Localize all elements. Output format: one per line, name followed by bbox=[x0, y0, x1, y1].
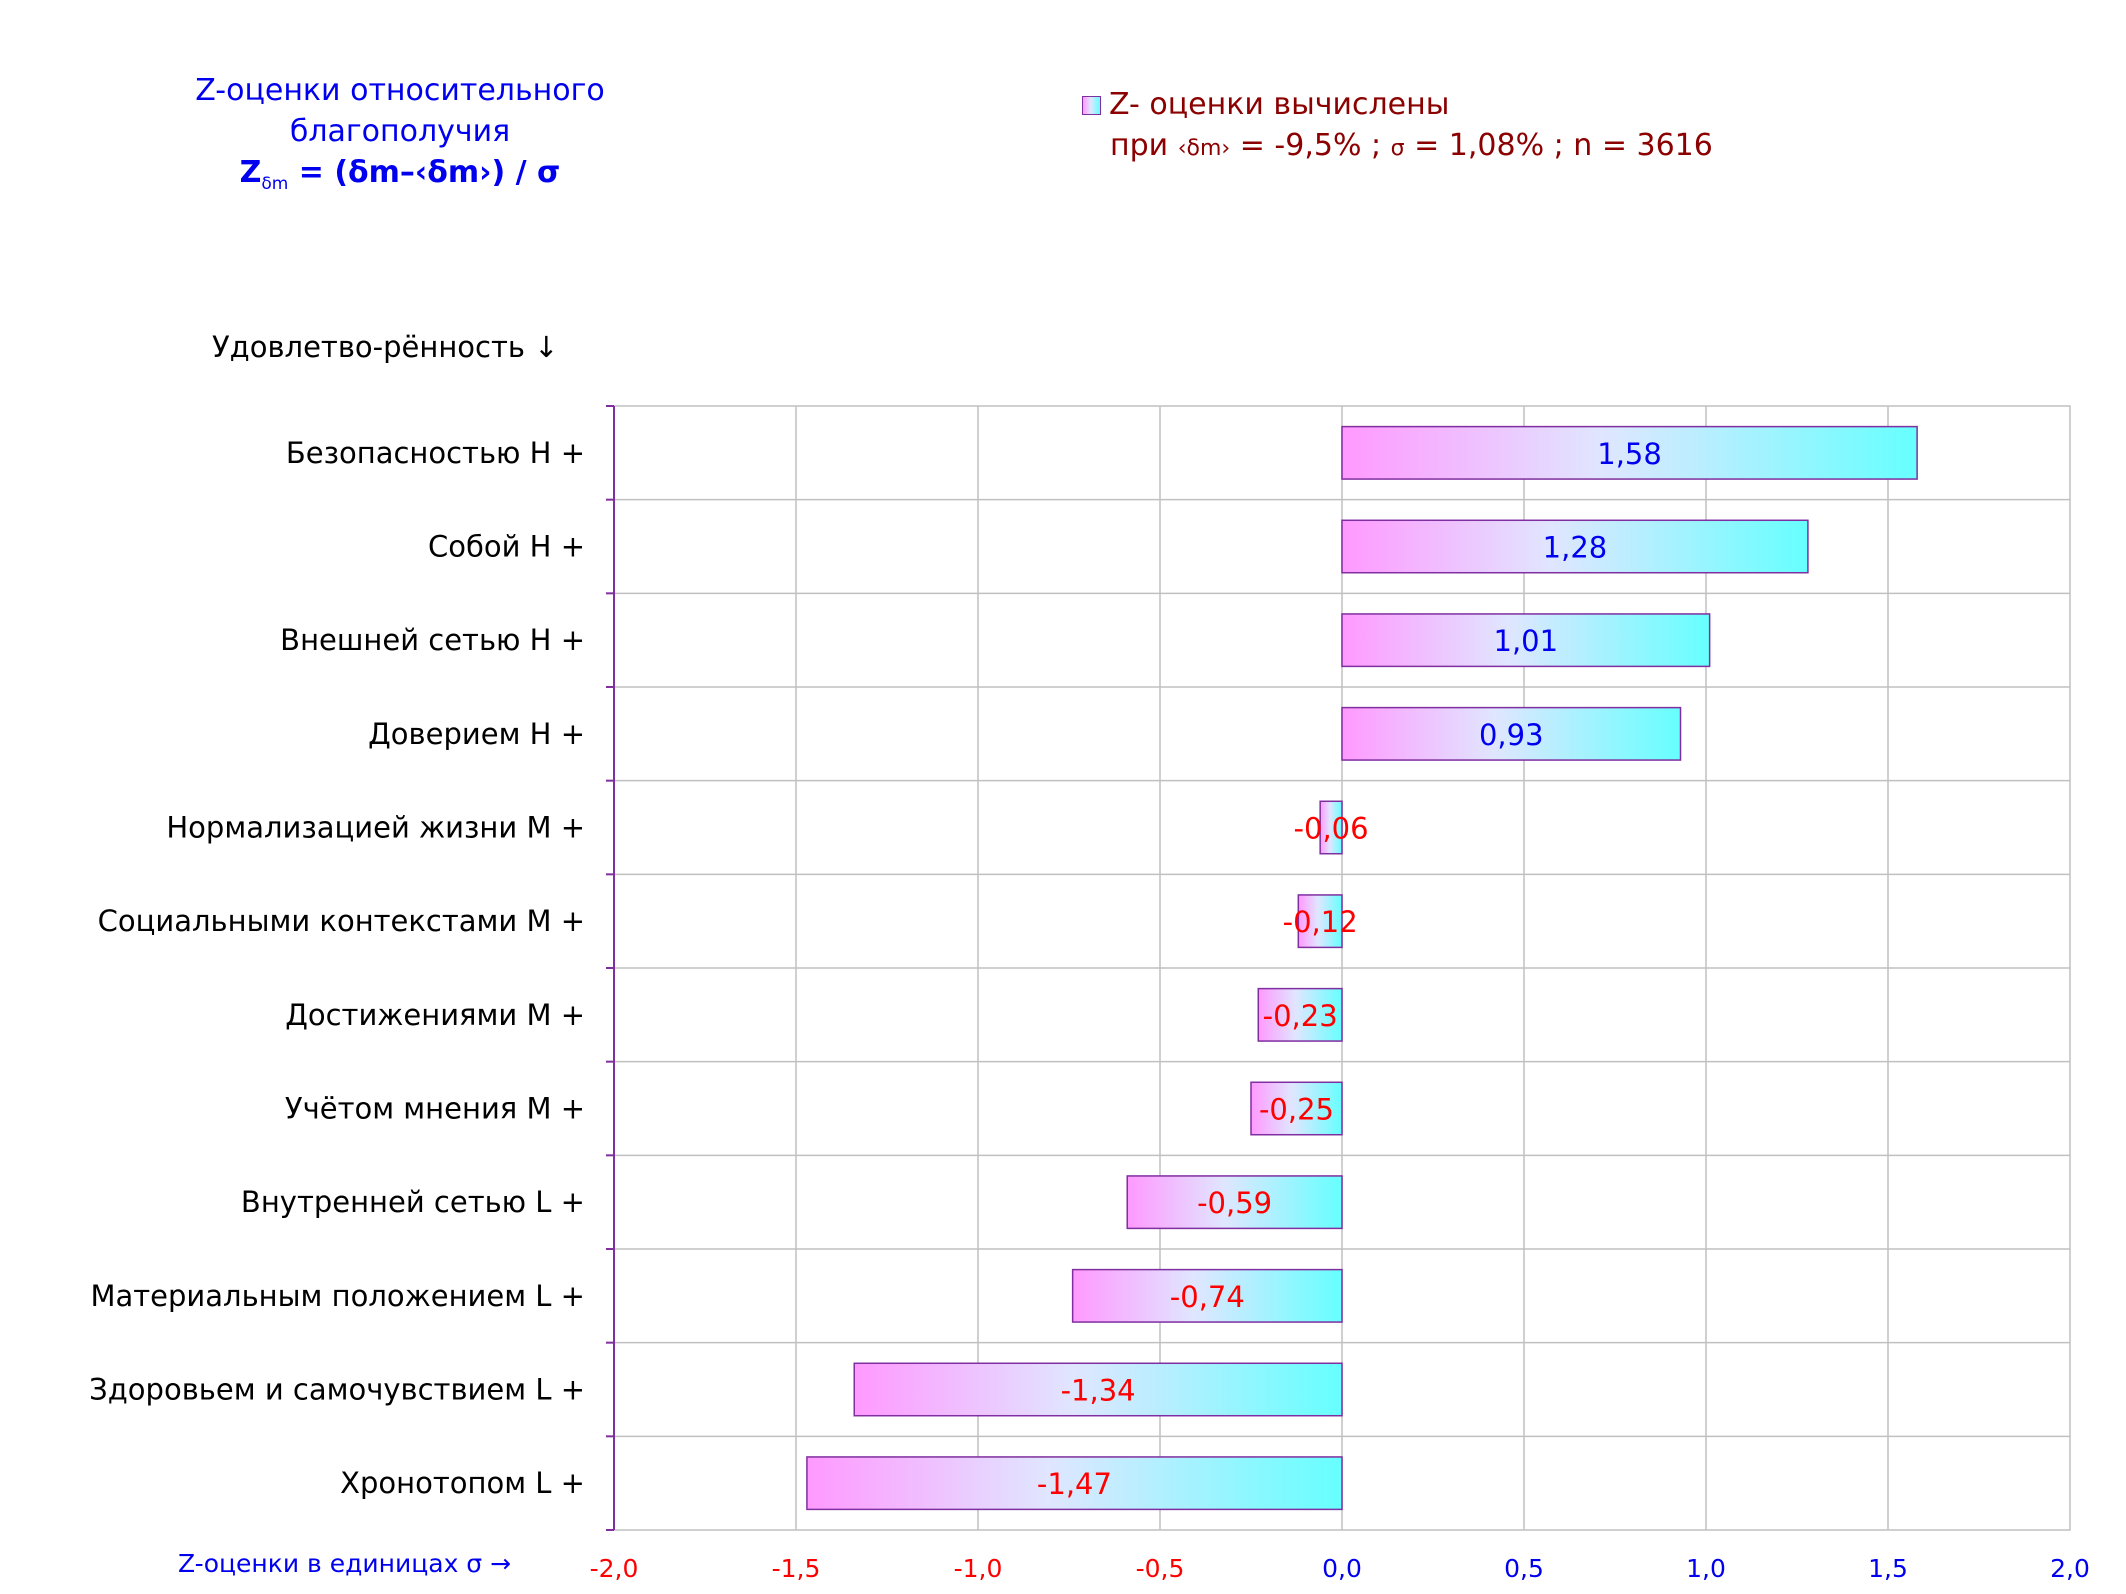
tick-labels: -2,0 -1,5 -1,0 -0,5 0,0 0,5 1,0 1,5 2,0 bbox=[590, 1554, 2090, 1583]
x-axis-title: Z-оценки в единицах σ → bbox=[178, 1549, 512, 1578]
data-label: -0,25 bbox=[1259, 1093, 1334, 1127]
category-label: Безопасностью Н + bbox=[286, 436, 585, 470]
data-label: 1,28 bbox=[1543, 531, 1608, 565]
data-label: -0,06 bbox=[1294, 812, 1369, 846]
x-tick-label: -0,5 bbox=[1136, 1554, 1185, 1583]
x-tick-label: -2,0 bbox=[590, 1554, 639, 1583]
data-label: -1,34 bbox=[1061, 1374, 1136, 1408]
data-label: -0,12 bbox=[1283, 905, 1358, 939]
bar bbox=[1319, 800, 1343, 855]
data-label: 0,93 bbox=[1479, 718, 1544, 752]
category-labels: Безопасностью Н + Собой Н + Внешней сетью … bbox=[89, 436, 585, 1500]
category-label: Учётом мнения М + bbox=[285, 1092, 585, 1126]
category-label: Собой Н + bbox=[428, 530, 585, 564]
legend: Z- оценки вычислены при ‹δm› = -9,5% ; σ… bbox=[1082, 84, 1713, 169]
bar bbox=[1297, 894, 1343, 949]
category-label: Внутренней сетью L + bbox=[241, 1185, 585, 1219]
x-tick-label: -1,0 bbox=[954, 1554, 1003, 1583]
y-axis-title: Удовлетво-рённость ↓ bbox=[212, 330, 559, 364]
bar bbox=[1341, 425, 1918, 480]
category-label: Хронотопом L + bbox=[340, 1466, 585, 1500]
x-tick-label: -1,5 bbox=[772, 1554, 821, 1583]
bar bbox=[1250, 1081, 1343, 1136]
data-label: -1,47 bbox=[1037, 1467, 1112, 1501]
bar bbox=[853, 1362, 1343, 1417]
legend-entry: Z- оценки вычислены bbox=[1082, 84, 1713, 125]
data-label: -0,23 bbox=[1263, 999, 1338, 1033]
data-label: 1,58 bbox=[1597, 437, 1662, 471]
grid bbox=[606, 405, 2071, 1531]
x-tick-label: 1,5 bbox=[1868, 1554, 1908, 1583]
bar bbox=[806, 1456, 1343, 1511]
bar bbox=[1341, 706, 1682, 761]
title-line-1: Z-оценки относительного bbox=[195, 73, 605, 108]
category-label: Нормализацией жизни М + bbox=[166, 811, 585, 845]
title-line-2: благополучия bbox=[289, 114, 511, 149]
category-label: Внешней сетью Н + bbox=[280, 623, 585, 657]
bar bbox=[1071, 1268, 1343, 1323]
category-label: Здоровьем и самочувствием L + bbox=[89, 1373, 585, 1407]
x-tick-label: 0,0 bbox=[1322, 1554, 1362, 1583]
title-formula: Zδm = (δm–‹δm›) / σ bbox=[239, 155, 561, 194]
category-label: Материальным положением L + bbox=[90, 1279, 585, 1313]
bar bbox=[1341, 613, 1711, 668]
category-label: Доверием Н + bbox=[368, 717, 585, 751]
bar bbox=[1341, 519, 1809, 574]
bars: 1,58 1,28 1,01 0,93 -0,06 -0,12 -0,23 -0,25 -0,5… bbox=[806, 425, 1918, 1511]
legend-swatch bbox=[1082, 96, 1101, 115]
data-label: 1,01 bbox=[1494, 624, 1559, 658]
x-tick-label: 2,0 bbox=[2050, 1554, 2090, 1583]
legend-params: при ‹δm› = -9,5% ; σ = 1,08% ; n = 3616 bbox=[1110, 128, 1713, 163]
data-label: -0,59 bbox=[1197, 1186, 1272, 1220]
bar bbox=[1257, 987, 1343, 1042]
x-tick-label: 0,5 bbox=[1504, 1554, 1544, 1583]
category-label: Социальными контекстами М + bbox=[98, 904, 585, 938]
data-label: -0,74 bbox=[1170, 1280, 1245, 1314]
legend-series-label: Z- оценки вычислены bbox=[1109, 87, 1450, 122]
chart-title: Z-оценки относительного благополучия Zδm… bbox=[120, 70, 680, 205]
x-tick-label: 1,0 bbox=[1686, 1554, 1726, 1583]
bar bbox=[1126, 1175, 1343, 1230]
category-label: Достижениями М + bbox=[285, 998, 585, 1032]
